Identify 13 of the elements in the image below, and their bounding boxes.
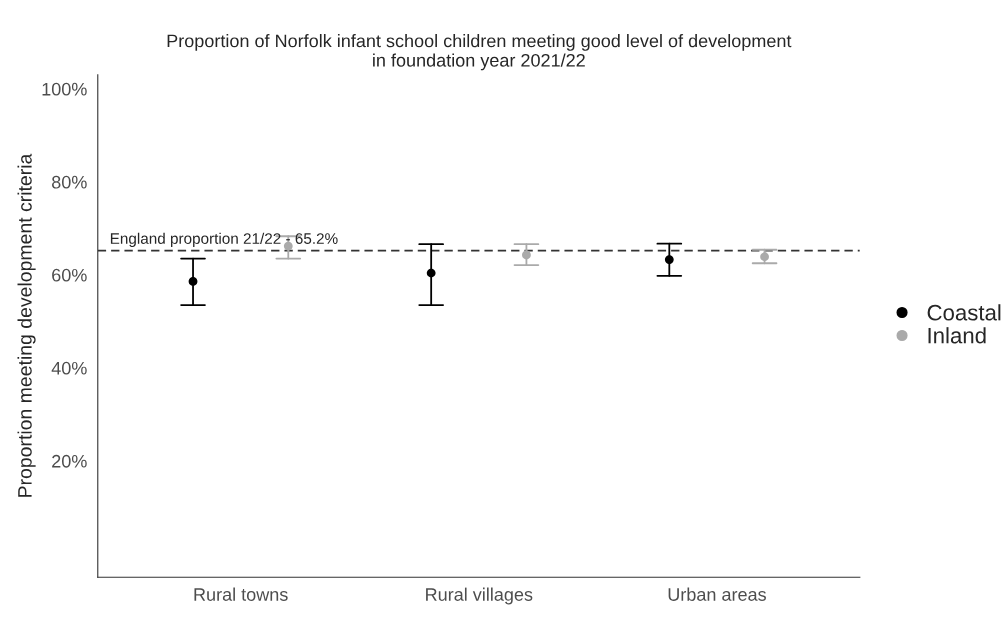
ref-line-label: England proportion 21/22 - 65.2% (110, 232, 338, 247)
x-tick-label: Rural towns (194, 587, 288, 601)
y-tick-label: 100% (42, 82, 87, 96)
y-tick-label: 40% (51, 361, 87, 375)
y-tick-label: 20% (52, 454, 87, 468)
y-tick-label: 80% (52, 175, 87, 189)
legend-label: Inland (928, 327, 986, 344)
y-tick-label: 60% (52, 268, 87, 282)
chart-title: Proportion of Norfolk infant school children meeting good level of development in foundation year 2021/22 (167, 34, 792, 71)
x-tick-label: Rural villages (426, 587, 533, 605)
x-tick-label: Urban areas (668, 587, 766, 601)
y-axis-title: Proportion meeting development criteria (17, 153, 36, 497)
legend-label: Coastal (927, 304, 1001, 321)
